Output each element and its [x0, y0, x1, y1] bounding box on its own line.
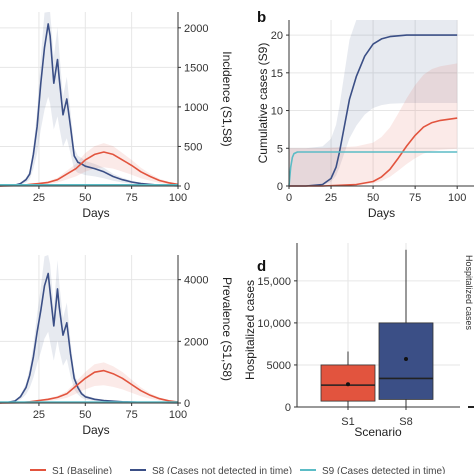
y-tick-label: 1000 [184, 102, 208, 114]
y-tick-label: 2000 [184, 336, 208, 348]
y-axis-label-cropped: Hospitalized cases [464, 255, 474, 331]
x-tick-label: 50 [79, 409, 91, 421]
x-tick-label: S8 [399, 416, 412, 428]
y-axis-label: Prevalence (S1,S8) [220, 277, 234, 381]
x-tick-label: 25 [33, 192, 45, 204]
uncertainty-band [289, 63, 458, 186]
y-tick-label: 15,000 [257, 276, 291, 288]
series-line [0, 369, 179, 404]
y-tick-label: 10,000 [257, 318, 291, 330]
y-tick-label: 0 [184, 181, 190, 193]
y-tick-label: 2000 [184, 23, 208, 35]
series-line [0, 151, 179, 187]
x-tick-label: 100 [169, 409, 187, 421]
uncertainty-band [0, 143, 178, 186]
x-tick-label: 75 [126, 409, 138, 421]
x-tick-label: 100 [169, 192, 187, 204]
series-line [288, 151, 458, 187]
series-line [289, 34, 458, 187]
y-axis-label: Hospitalized cases [243, 280, 257, 380]
y-tick-label: 0 [277, 181, 283, 193]
series-line [0, 272, 179, 404]
x-axis-label: Days [82, 206, 109, 220]
x-tick-label: 25 [325, 192, 337, 204]
uncertainty-band [0, 362, 178, 403]
y-tick-label: 0 [285, 402, 291, 414]
x-tick-label: 50 [367, 192, 379, 204]
y-axis-label: Incidence (S1,S8) [220, 51, 234, 146]
legend-label: S8 (Cases not detected in time) [152, 466, 292, 474]
uncertainty-band [0, 12, 178, 186]
box-mean-point [404, 357, 408, 362]
x-tick-label: 75 [409, 192, 421, 204]
series-line [289, 117, 458, 187]
x-tick-label: 25 [33, 409, 45, 421]
x-tick-label: 100 [448, 192, 466, 204]
x-axis-label: Scenario [354, 425, 402, 439]
panel-letter: b [257, 9, 266, 26]
uncertainty-band [289, 20, 458, 186]
legend-label: S1 (Baseline) [52, 466, 112, 474]
x-tick-label: 0 [286, 192, 292, 204]
legend: S1 (Baseline) S8 (Cases not detected in t… [30, 466, 445, 474]
box-mean-point [346, 382, 350, 387]
x-tick-label: S1 [341, 416, 354, 428]
series-line [0, 23, 179, 187]
panel-incidence: 25 50 75 100 Days 0 500 1000 1500 2000 Incidence (… [0, 12, 234, 220]
y-tick-label: 5000 [267, 360, 291, 372]
box-iqr [378, 322, 434, 400]
panel-letter: d [257, 258, 266, 275]
y-tick-label: 0 [184, 398, 190, 410]
y-tick-label: 500 [184, 141, 202, 153]
panel-prevalence: 25 50 75 100 Days 0 2000 4000 Prevalence (S1,S8) [0, 255, 234, 437]
y-tick-label: 5 [277, 143, 283, 155]
y-tick-label: 4000 [184, 275, 208, 287]
y-axis-label: Cumulative cases (S9) [256, 43, 270, 164]
legend-label: S9 (Cases detected in time) [322, 466, 445, 474]
x-tick-label: 75 [126, 192, 138, 204]
y-tick-label: 10 [271, 106, 283, 118]
x-axis-label: Days [368, 206, 395, 220]
uncertainty-band [0, 255, 178, 403]
x-axis-label: Days [82, 423, 109, 437]
y-tick-label: 20 [271, 30, 283, 42]
y-tick-label: 15 [271, 68, 283, 80]
x-tick-label: 50 [79, 192, 91, 204]
y-tick-label: 1500 [184, 62, 208, 74]
